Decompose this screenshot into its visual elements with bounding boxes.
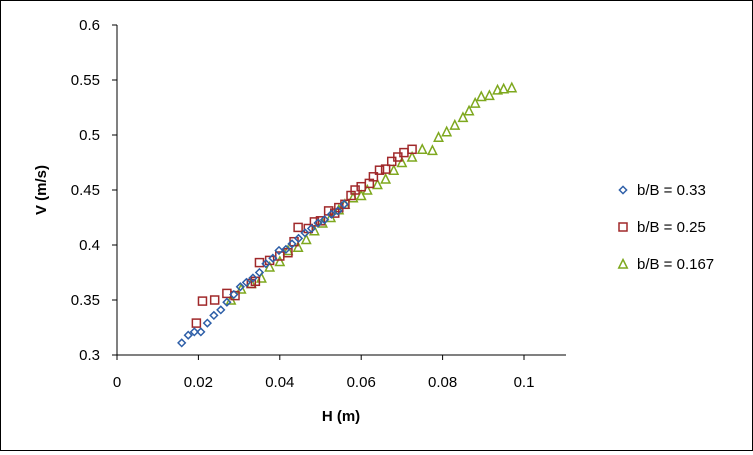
data-point [368, 172, 379, 182]
x-tick-label: 0.1 [514, 374, 535, 391]
data-point [300, 233, 312, 245]
data-point [406, 150, 418, 162]
data-point [374, 165, 385, 175]
axes [112, 24, 566, 360]
data-point [426, 144, 438, 156]
legend-marker [617, 257, 629, 269]
legend-marker [618, 185, 628, 195]
x-tick-labels: 0 0.02 0.04 0.06 0.08 0.1 [113, 374, 535, 391]
y-tick-label: 0.5 [79, 127, 100, 144]
data-point [293, 222, 303, 233]
data-point [463, 104, 475, 116]
data-point [189, 327, 199, 337]
data-point [222, 297, 232, 307]
data-point [339, 199, 349, 209]
data-point [333, 206, 343, 216]
y-tick-label: 0.3 [79, 347, 100, 364]
data-point [506, 81, 518, 93]
data-point [293, 233, 304, 244]
x-tick-label: 0.08 [428, 374, 457, 391]
legend-marker [618, 222, 628, 232]
data-point [483, 89, 495, 101]
data-point [235, 282, 245, 292]
data-point [241, 277, 252, 288]
data-point [183, 330, 193, 340]
data-point [292, 241, 304, 252]
data-point [191, 318, 202, 328]
y-axis-title: V (m/s) [33, 165, 50, 215]
data-point [287, 239, 297, 249]
data-point [498, 82, 510, 94]
y-tick-label: 0.6 [79, 17, 100, 34]
x-axis-title: H (m) [322, 408, 360, 425]
data-point [216, 305, 226, 315]
data-point [268, 253, 278, 263]
y-tick-label: 0.35 [71, 292, 100, 309]
data-point [282, 244, 294, 256]
y-tick-label: 0.55 [71, 72, 100, 89]
x-tick-label: 0.02 [184, 374, 213, 391]
data-point [469, 96, 481, 108]
data-point [254, 257, 265, 268]
data-point [416, 143, 428, 155]
data-point [475, 90, 487, 102]
data-point [222, 288, 232, 299]
data-point [309, 217, 320, 227]
data-point [492, 83, 504, 95]
x-tick-label: 0.06 [347, 374, 376, 391]
legend: b/B = 0.33 b/B = 0.25 b/B = 0.167 [617, 182, 714, 273]
data-points [177, 81, 518, 348]
data-point [355, 189, 367, 201]
data-point [441, 125, 453, 137]
legend-label: b/B = 0.167 [637, 256, 714, 273]
data-point [380, 164, 391, 174]
series-1-points [177, 199, 349, 348]
y-tick-labels: 0.3 0.35 0.4 0.45 0.5 0.55 0.6 [71, 17, 100, 364]
data-point [209, 295, 220, 305]
data-point [396, 156, 408, 168]
data-point [281, 244, 291, 255]
legend-label: b/B = 0.33 [637, 182, 706, 199]
data-point [372, 178, 383, 190]
y-tick-label: 0.45 [71, 182, 100, 199]
data-point [177, 338, 187, 348]
x-tick-label: 0.04 [265, 374, 294, 391]
series-3-points [225, 81, 518, 305]
data-point [388, 164, 400, 175]
data-point [313, 218, 323, 228]
data-point [261, 259, 271, 269]
data-point [229, 289, 239, 300]
data-point [300, 228, 310, 238]
data-point [326, 209, 337, 219]
data-point [457, 111, 469, 123]
data-point [449, 118, 461, 130]
data-point [319, 215, 330, 225]
legend-label: b/B = 0.25 [637, 219, 706, 236]
data-point [209, 310, 219, 321]
data-point [433, 131, 444, 142]
data-point [274, 255, 286, 267]
series-2-points [191, 144, 417, 328]
data-point [202, 318, 213, 328]
data-point [196, 327, 206, 337]
data-point [407, 144, 417, 155]
data-point [254, 267, 265, 278]
data-point [197, 296, 208, 306]
x-tick-label: 0 [113, 374, 121, 391]
data-point [380, 172, 392, 184]
y-tick-label: 0.4 [79, 237, 100, 254]
data-point [306, 223, 317, 234]
data-point [248, 273, 258, 283]
